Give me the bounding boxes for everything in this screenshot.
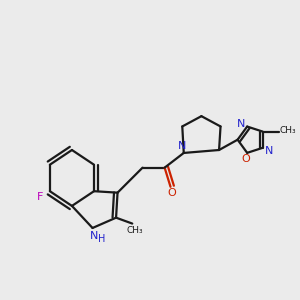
Text: F: F (37, 192, 44, 202)
Text: CH₃: CH₃ (126, 226, 143, 235)
Text: CH₃: CH₃ (279, 126, 296, 135)
Text: N: N (236, 118, 245, 129)
Text: N: N (178, 141, 187, 151)
Text: O: O (241, 154, 250, 164)
Text: H: H (98, 234, 106, 244)
Text: O: O (168, 188, 176, 198)
Text: N: N (265, 146, 273, 156)
Text: N: N (90, 231, 98, 241)
